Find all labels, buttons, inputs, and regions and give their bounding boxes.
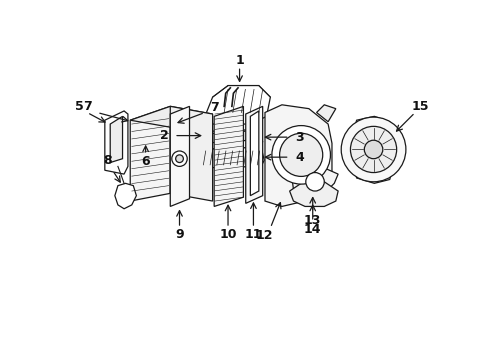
- Polygon shape: [197, 147, 264, 168]
- Polygon shape: [171, 106, 190, 206]
- Text: 8: 8: [103, 154, 111, 167]
- Polygon shape: [194, 130, 263, 149]
- Polygon shape: [230, 131, 249, 142]
- Circle shape: [172, 151, 187, 166]
- Circle shape: [176, 155, 183, 163]
- Circle shape: [306, 172, 324, 191]
- Text: 11: 11: [245, 228, 262, 240]
- Polygon shape: [205, 132, 224, 143]
- Text: 9: 9: [175, 228, 184, 240]
- Circle shape: [280, 133, 323, 176]
- Text: 12: 12: [255, 229, 273, 242]
- Polygon shape: [130, 106, 171, 201]
- Text: 1: 1: [235, 54, 244, 67]
- Text: 5: 5: [75, 100, 84, 113]
- Polygon shape: [130, 106, 213, 128]
- Polygon shape: [110, 116, 122, 163]
- Polygon shape: [265, 105, 332, 206]
- Polygon shape: [250, 111, 259, 195]
- Text: 7: 7: [83, 100, 92, 113]
- Polygon shape: [245, 106, 263, 203]
- Polygon shape: [292, 168, 338, 195]
- Polygon shape: [140, 134, 155, 149]
- Text: 2: 2: [160, 129, 169, 142]
- Text: 4: 4: [295, 150, 304, 164]
- Circle shape: [341, 117, 406, 182]
- Polygon shape: [105, 111, 128, 174]
- Polygon shape: [171, 106, 213, 201]
- Text: 10: 10: [220, 228, 237, 240]
- Circle shape: [365, 140, 383, 159]
- Polygon shape: [317, 105, 336, 122]
- Polygon shape: [290, 182, 338, 206]
- Polygon shape: [205, 86, 270, 124]
- Circle shape: [350, 126, 397, 172]
- Polygon shape: [354, 116, 393, 183]
- Polygon shape: [115, 183, 136, 209]
- Polygon shape: [214, 106, 244, 206]
- Text: 13: 13: [304, 214, 321, 227]
- Text: 15: 15: [412, 100, 429, 113]
- Circle shape: [272, 126, 330, 184]
- Text: 7: 7: [210, 100, 219, 114]
- Text: 3: 3: [295, 131, 304, 144]
- Text: 6: 6: [141, 154, 150, 167]
- Text: 14: 14: [304, 223, 321, 236]
